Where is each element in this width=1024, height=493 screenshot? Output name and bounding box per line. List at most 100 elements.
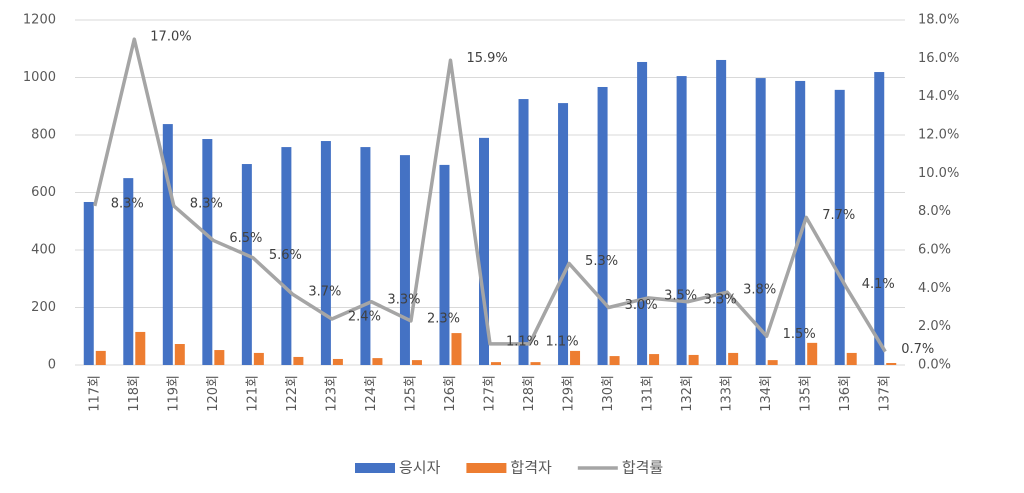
data-label: 8.3% xyxy=(111,196,144,211)
bar xyxy=(728,352,739,365)
x-tick-label: 117회 xyxy=(87,375,102,412)
data-label: 17.0% xyxy=(150,30,191,45)
bar xyxy=(846,352,857,365)
bar xyxy=(874,72,885,365)
bar xyxy=(320,141,331,365)
bar xyxy=(95,350,106,365)
data-label: 15.9% xyxy=(466,51,507,66)
data-label: 1.5% xyxy=(783,327,816,342)
data-label: 3.0% xyxy=(625,298,658,313)
y2-tick-label: 8.0% xyxy=(918,204,951,219)
bar xyxy=(83,201,94,365)
bar xyxy=(399,155,410,365)
x-tick-label: 121회 xyxy=(245,375,260,412)
data-label: 3.8% xyxy=(743,283,776,298)
data-label: 7.7% xyxy=(822,208,855,223)
bar xyxy=(637,61,648,365)
bar xyxy=(281,147,292,365)
x-tick-label: 128회 xyxy=(522,375,537,412)
x-tick-label: 133회 xyxy=(720,375,735,412)
x-tick-label: 132회 xyxy=(680,375,695,412)
data-label: 3.3% xyxy=(704,292,737,307)
y2-tick-label: 18.0% xyxy=(918,13,959,28)
data-label: 5.3% xyxy=(585,254,618,269)
y2-tick-label: 0.0% xyxy=(918,358,951,373)
x-tick-label: 130회 xyxy=(601,375,616,412)
bar xyxy=(795,80,806,365)
data-label: 3.7% xyxy=(308,285,341,300)
bar xyxy=(174,344,185,365)
bar xyxy=(649,354,660,365)
bar xyxy=(162,124,173,365)
bar xyxy=(135,331,146,365)
bar xyxy=(886,362,897,365)
x-tick-label: 137회 xyxy=(878,375,893,412)
y2-tick-label: 12.0% xyxy=(918,128,959,143)
bar xyxy=(123,178,134,365)
line xyxy=(93,37,887,353)
y-tick-label: 800 xyxy=(31,128,56,143)
bar xyxy=(411,360,422,365)
bar xyxy=(834,89,845,366)
data-label: 0.7% xyxy=(901,342,934,357)
data-label: 3.3% xyxy=(387,292,420,307)
data-label: 3.5% xyxy=(664,288,697,303)
x-tick-label: 119회 xyxy=(166,375,181,412)
bar xyxy=(767,360,778,365)
bar xyxy=(676,76,687,365)
bar xyxy=(491,362,501,365)
x-tick-label: 118회 xyxy=(127,375,142,412)
x-tick-label: 135회 xyxy=(799,375,814,412)
bar xyxy=(609,356,620,365)
x-tick-label: 123회 xyxy=(324,375,339,412)
y2-tick-label: 2.0% xyxy=(918,319,951,334)
legend-label: 합격자 xyxy=(510,459,552,477)
legend-swatch xyxy=(355,463,395,473)
bar xyxy=(518,99,529,365)
bar xyxy=(570,350,581,365)
data-label: 4.1% xyxy=(862,277,895,292)
bar xyxy=(293,356,304,365)
data-label: 2.4% xyxy=(348,310,381,325)
y2-tick-label: 16.0% xyxy=(918,51,959,66)
bar xyxy=(372,358,383,365)
y-tick-label: 600 xyxy=(31,185,56,200)
data-label: 2.3% xyxy=(427,311,460,326)
x-tick-label: 125회 xyxy=(403,375,418,412)
y-tick-label: 1000 xyxy=(23,70,56,85)
bar xyxy=(530,362,541,365)
x-tick-label: 131회 xyxy=(641,375,656,412)
y-tick-label: 200 xyxy=(31,300,56,315)
y2-tick-label: 14.0% xyxy=(918,89,959,104)
bar xyxy=(332,358,343,365)
bar xyxy=(360,147,371,365)
x-tick-label: 127회 xyxy=(483,375,498,412)
bar xyxy=(241,164,252,365)
bar xyxy=(716,59,727,366)
data-label: 5.6% xyxy=(269,248,302,263)
x-tick-label: 136회 xyxy=(838,375,853,412)
bar xyxy=(688,354,699,365)
y-tick-label: 400 xyxy=(31,243,56,258)
bar xyxy=(597,86,608,366)
bar xyxy=(439,164,450,365)
bar xyxy=(755,78,766,365)
data-label: 1.1% xyxy=(546,334,579,349)
y-tick-label: 1200 xyxy=(23,13,56,28)
x-tick-label: 129회 xyxy=(562,375,577,412)
bar xyxy=(202,139,213,365)
x-tick-label: 124회 xyxy=(364,375,379,412)
y2-tick-label: 10.0% xyxy=(918,166,959,181)
y-tick-label: 0 xyxy=(48,358,56,373)
y2-tick-label: 4.0% xyxy=(918,281,951,296)
x-tick-label: 122회 xyxy=(285,375,300,412)
bar xyxy=(451,333,462,365)
legend-label: 응시자 xyxy=(399,459,441,477)
data-label: 6.5% xyxy=(229,231,262,246)
y2-tick-label: 6.0% xyxy=(918,243,951,258)
data-label: 8.3% xyxy=(190,196,223,211)
bar xyxy=(214,350,225,365)
bar xyxy=(253,352,264,365)
legend-swatch xyxy=(466,463,507,473)
